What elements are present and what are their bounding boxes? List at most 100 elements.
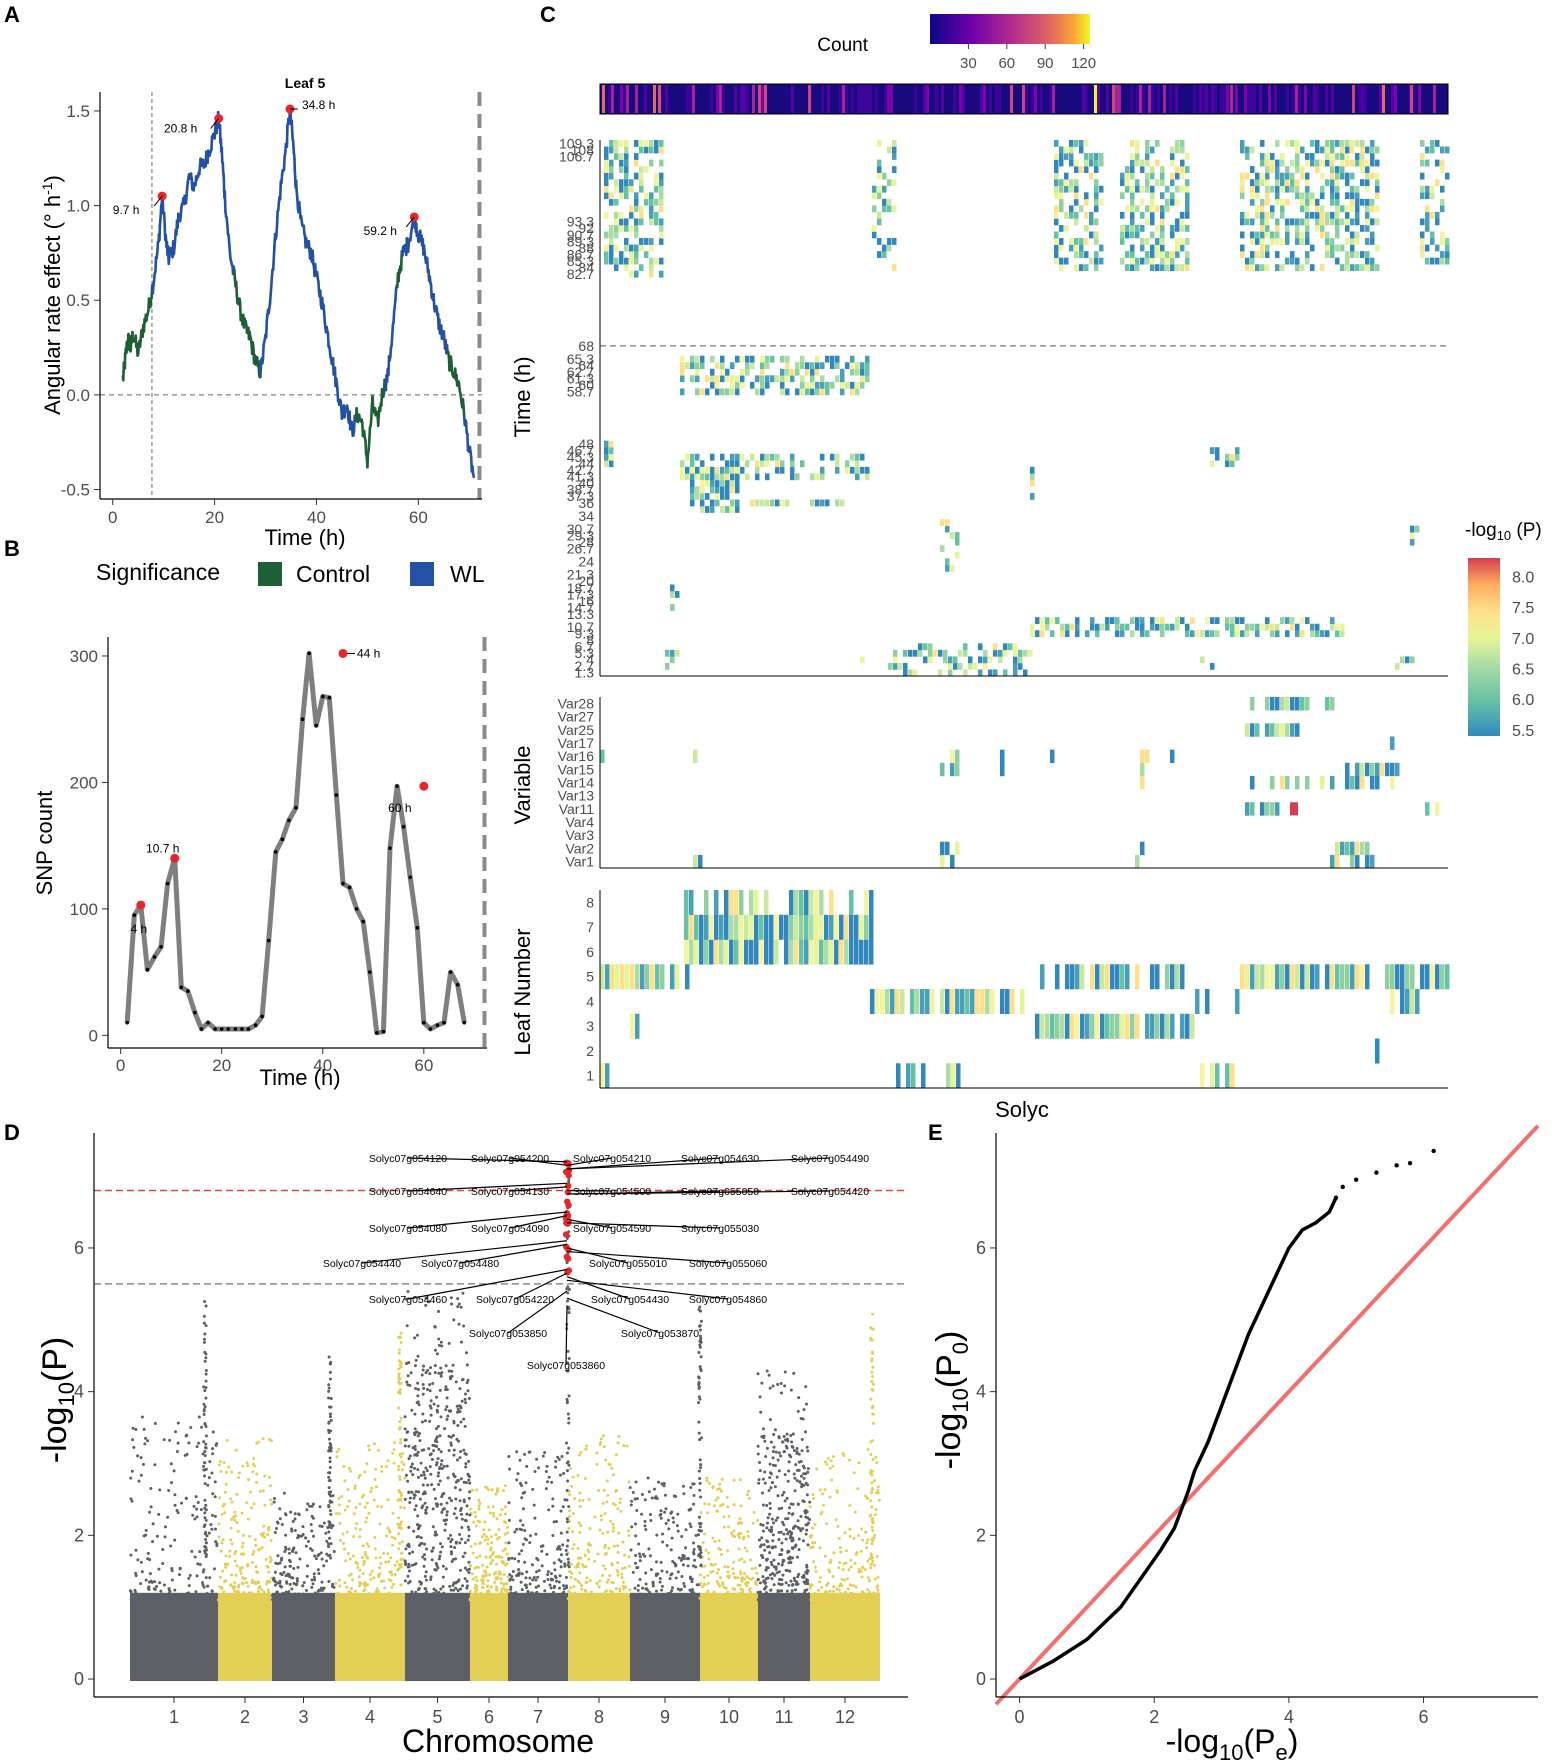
time-panel-cell — [1425, 185, 1430, 193]
manhattan-point — [492, 1514, 496, 1518]
time-panel-cell — [1140, 244, 1145, 252]
panel-a-line-segment — [406, 240, 411, 254]
manhattan-point — [574, 1565, 578, 1569]
manhattan-point — [198, 1563, 202, 1567]
time-panel-cell — [1290, 140, 1295, 147]
manhattan-chromosome-band — [130, 1592, 218, 1682]
manhattan-point — [426, 1368, 430, 1372]
manhattan-point — [175, 1450, 179, 1454]
manhattan-point — [518, 1458, 522, 1462]
time-panel-cell — [695, 355, 700, 363]
manhattan-point — [195, 1507, 199, 1511]
time-panel-cell — [609, 192, 614, 200]
manhattan-point — [399, 1455, 403, 1459]
manhattan-point — [434, 1589, 438, 1593]
time-panel-cell — [780, 381, 785, 389]
manhattan-point — [229, 1538, 233, 1542]
count-strip-cell — [926, 85, 929, 113]
variable-panel-cell — [1330, 854, 1335, 869]
time-panel-cell — [1250, 264, 1255, 272]
manhattan-point — [495, 1594, 499, 1598]
manhattan-point — [460, 1399, 464, 1403]
time-panel-tick-label: 60 — [578, 377, 594, 393]
time-panel-cell — [1330, 617, 1335, 625]
time-panel-cell — [1335, 192, 1340, 200]
leaf-panel-cell — [930, 989, 935, 1015]
time-panel-cell — [1355, 153, 1360, 160]
manhattan-point — [465, 1579, 469, 1583]
time-panel-cell — [1375, 205, 1380, 213]
time-panel-cell — [1130, 630, 1135, 638]
leaf-panel-cell — [1185, 1013, 1190, 1039]
legend-wl-label: WL — [450, 561, 485, 587]
time-panel-cell — [948, 656, 953, 664]
variable-panel-cell — [1135, 854, 1140, 869]
time-panel-cell — [1370, 146, 1375, 154]
time-panel-cell — [1440, 251, 1445, 258]
manhattan-point — [254, 1543, 258, 1547]
leaf-panel-cell — [1095, 964, 1100, 990]
leaf-panel-cell — [829, 914, 834, 940]
variable-panel-tick-label: Var27 — [558, 709, 595, 725]
time-panel-cell — [1160, 623, 1165, 631]
manhattan-point — [796, 1409, 800, 1413]
time-panel-cell — [1320, 224, 1325, 232]
time-panel-cell — [1325, 140, 1330, 147]
manhattan-point — [443, 1597, 447, 1601]
time-panel-cell — [1430, 192, 1435, 200]
time-panel-cell — [609, 460, 614, 468]
time-panel-cell — [765, 381, 770, 389]
manhattan-point — [534, 1532, 538, 1536]
time-panel-cell — [1375, 192, 1380, 200]
manhattan-point — [211, 1430, 215, 1434]
leaf-panel-cell — [1155, 1013, 1160, 1039]
manhattan-point — [777, 1538, 781, 1542]
count-strip-cell — [1031, 85, 1034, 113]
time-panel-cell — [1275, 179, 1280, 187]
time-panel-cell — [882, 185, 887, 193]
time-panel-cell — [1160, 617, 1165, 625]
manhattan-point — [664, 1522, 668, 1526]
time-panel-cell — [670, 656, 675, 664]
leaf-panel-cell — [985, 989, 990, 1015]
manhattan-point — [282, 1570, 286, 1574]
manhattan-point — [666, 1518, 670, 1522]
manhattan-point — [246, 1584, 250, 1588]
leaf-panel-cell — [610, 964, 615, 990]
count-strip-cell — [1151, 85, 1154, 113]
time-panel-cell — [1018, 649, 1023, 657]
manhattan-point — [727, 1596, 731, 1600]
manhattan-point — [557, 1580, 561, 1584]
time-panel-cell — [1084, 251, 1089, 258]
manhattan-point — [641, 1586, 645, 1590]
time-panel-cell — [1180, 244, 1185, 252]
variable-panel-cell — [1140, 775, 1145, 790]
manhattan-point — [481, 1580, 485, 1584]
time-panel-cell — [1350, 185, 1355, 193]
time-panel-cell — [700, 362, 705, 370]
variable-panel-cell — [1295, 697, 1300, 711]
time-panel-cell — [1370, 238, 1375, 245]
time-panel-cell — [629, 205, 634, 213]
leaf-panel-cell — [1280, 964, 1285, 990]
manhattan-point — [503, 1547, 507, 1551]
time-panel-cell — [609, 453, 614, 461]
time-panel-cell — [1135, 146, 1140, 154]
manhattan-point — [570, 1571, 574, 1575]
manhattan-point — [437, 1343, 441, 1347]
manhattan-point — [658, 1580, 662, 1584]
time-panel-cell — [1345, 264, 1350, 272]
manhattan-point — [719, 1504, 723, 1508]
panel-b-point — [320, 694, 325, 699]
manhattan-point — [503, 1484, 507, 1488]
manhattan-point — [790, 1589, 794, 1593]
manhattan-point — [408, 1579, 412, 1583]
manhattan-point — [605, 1580, 609, 1584]
leaf-panel-tick-label: 4 — [586, 993, 594, 1009]
panel-b-point — [361, 919, 365, 924]
time-panel-cell — [887, 205, 892, 213]
manhattan-point — [459, 1420, 463, 1424]
manhattan-point — [583, 1477, 587, 1481]
manhattan-point — [636, 1598, 640, 1602]
manhattan-point — [263, 1503, 267, 1507]
